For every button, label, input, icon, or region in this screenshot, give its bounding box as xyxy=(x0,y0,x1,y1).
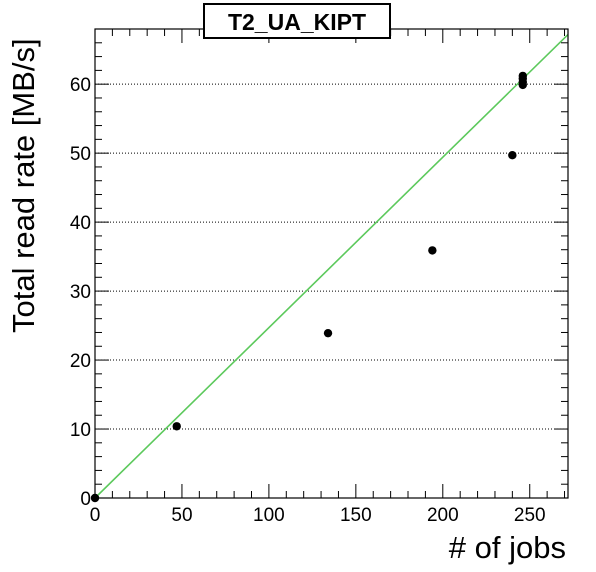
data-point xyxy=(508,151,517,160)
y-tick-label: 0 xyxy=(80,489,91,510)
x-tick-label: 0 xyxy=(90,505,101,526)
y-tick-label: 40 xyxy=(70,213,91,234)
y-tick-label: 60 xyxy=(70,75,91,96)
x-tick-label: 150 xyxy=(340,505,372,526)
x-tick-label: 50 xyxy=(171,505,192,526)
chart-title-box: T2_UA_KIPT xyxy=(203,3,391,39)
fit-line-layer xyxy=(94,33,569,499)
fit-line xyxy=(94,33,569,499)
data-point xyxy=(323,328,333,338)
x-tick-label: 250 xyxy=(514,505,546,526)
x-axis-title: # of jobs xyxy=(449,530,566,565)
data-points xyxy=(90,71,527,503)
data-point xyxy=(518,71,527,81)
data-point xyxy=(172,422,181,431)
x-tick-label: 200 xyxy=(427,505,459,526)
data-point xyxy=(428,246,437,255)
tick-labels: 0 10 20 30 40 50 60 0 50 100 150 200 250 xyxy=(70,75,546,526)
y-tick-label: 20 xyxy=(70,351,91,372)
grid-lines xyxy=(95,83,568,430)
x-tick-label: 100 xyxy=(253,505,285,526)
y-tick-label: 10 xyxy=(70,420,91,441)
y-tick-label: 30 xyxy=(70,282,91,303)
y-tick-label: 50 xyxy=(70,144,91,165)
chart-title: T2_UA_KIPT xyxy=(228,9,366,35)
y-axis-title: Total read rate [MB/s] xyxy=(6,38,41,333)
